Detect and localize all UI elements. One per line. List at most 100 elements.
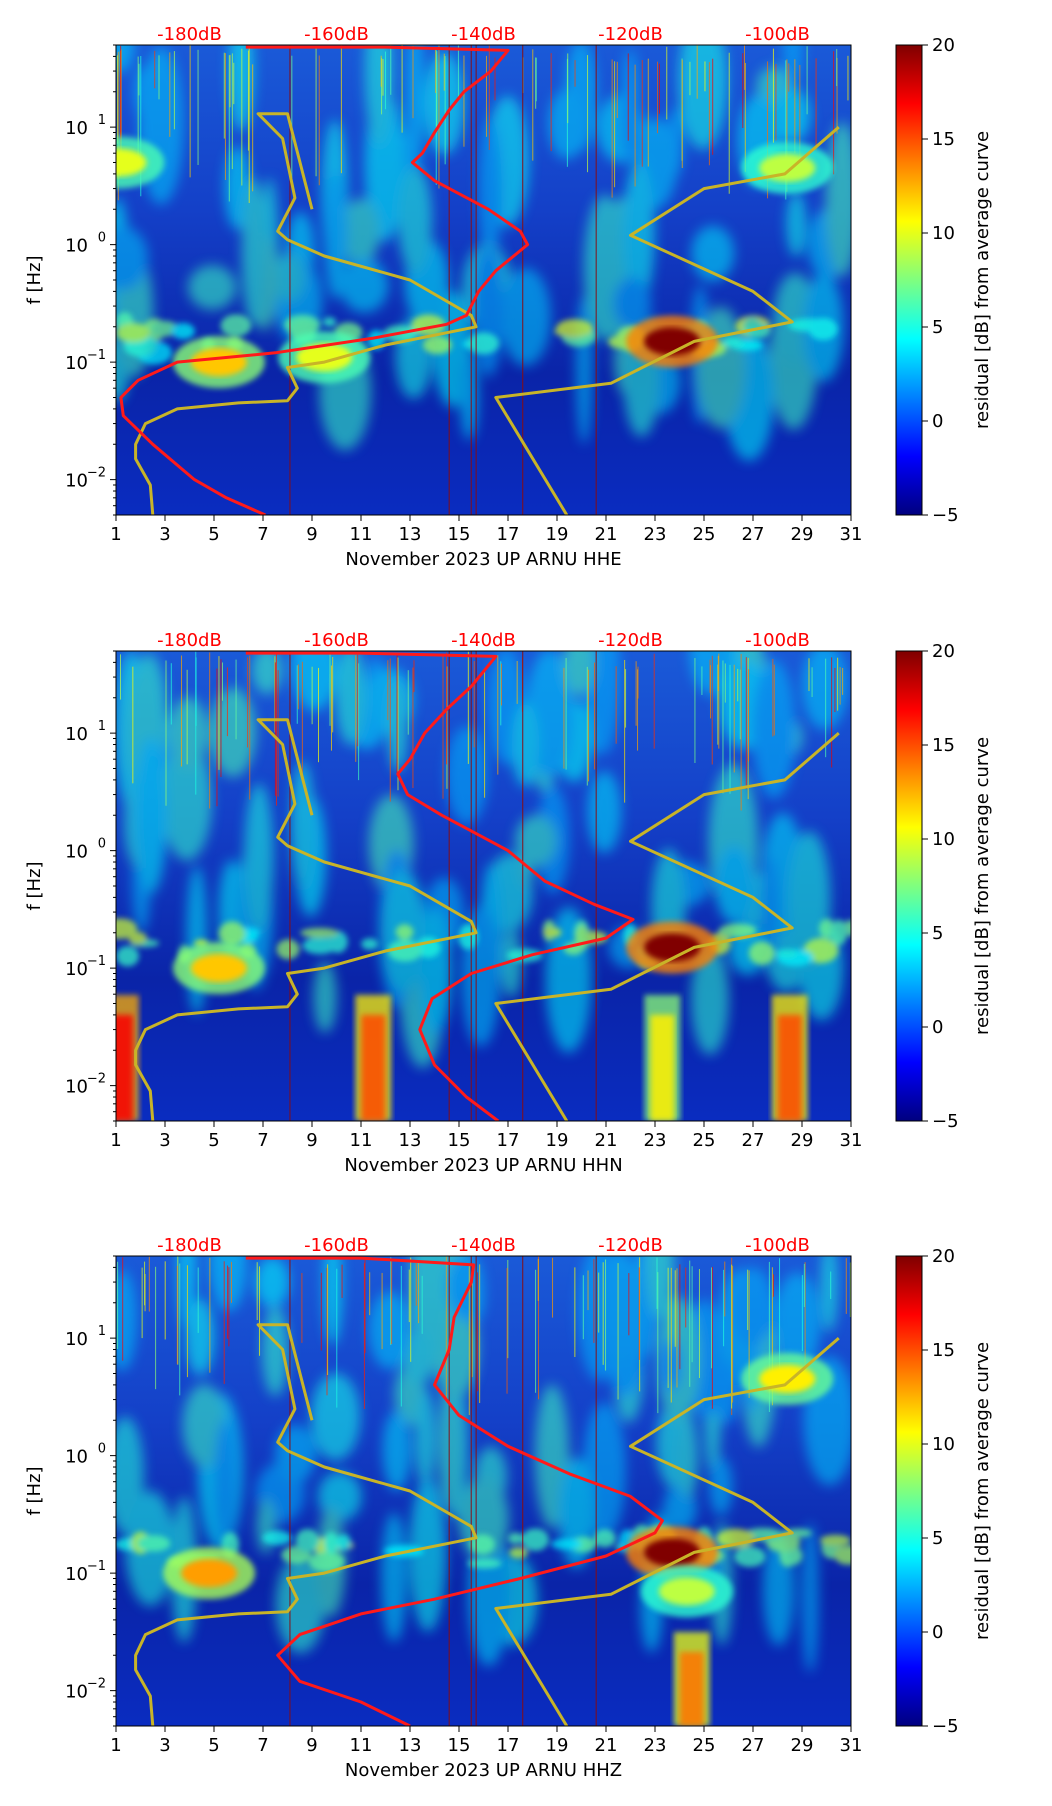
hot-region bbox=[679, 1652, 704, 1726]
texture-blob bbox=[364, 45, 394, 146]
band-blob bbox=[422, 335, 452, 355]
x-tick-label: 23 bbox=[644, 1735, 667, 1756]
hot-region bbox=[361, 1014, 386, 1121]
y-tick-label: 10 bbox=[65, 1077, 88, 1098]
hot-region bbox=[658, 1577, 715, 1606]
db-scale-label: -100dB bbox=[745, 630, 810, 651]
band-blob bbox=[509, 1547, 528, 1559]
x-tick-label: 25 bbox=[693, 1130, 716, 1151]
x-tick-label: 11 bbox=[350, 524, 373, 545]
texture-blob bbox=[459, 350, 479, 441]
x-tick-label: 17 bbox=[497, 1735, 520, 1756]
db-scale-label: -140dB bbox=[451, 1235, 516, 1256]
y-tick-exponent: −2 bbox=[87, 466, 106, 481]
db-scale-label: -180dB bbox=[157, 630, 222, 651]
texture-blob bbox=[501, 929, 522, 998]
y-tick-exponent: 0 bbox=[98, 1442, 106, 1457]
band-blob bbox=[467, 332, 500, 355]
x-tick-label: 13 bbox=[399, 1130, 422, 1151]
band-blob bbox=[116, 945, 140, 967]
x-tick-label: 5 bbox=[208, 524, 219, 545]
db-scale-label: -180dB bbox=[157, 1235, 222, 1256]
colorbar-tick-label: 20 bbox=[932, 35, 955, 56]
band-blob bbox=[467, 1558, 502, 1569]
hot-region bbox=[190, 348, 247, 377]
texture-blob bbox=[273, 252, 305, 303]
colorbar-label: residual [dB] from average curve bbox=[972, 737, 993, 1035]
band-blob bbox=[734, 1546, 766, 1568]
db-scale-label: -160dB bbox=[304, 24, 369, 45]
noise-model-curve-left bbox=[134, 718, 478, 1121]
y-tick-exponent: 1 bbox=[98, 113, 106, 128]
band-blob bbox=[276, 939, 300, 960]
texture-blob bbox=[446, 1256, 484, 1321]
x-tick-label: 1 bbox=[110, 1735, 121, 1756]
texture-blob bbox=[782, 45, 804, 90]
hot-region bbox=[650, 1014, 675, 1121]
x-tick-label: 31 bbox=[840, 1130, 863, 1151]
x-tick-label: 27 bbox=[742, 524, 765, 545]
texture-blob bbox=[256, 1498, 276, 1554]
db-scale-label: -120dB bbox=[598, 630, 663, 651]
db-scale-label: -160dB bbox=[304, 1235, 369, 1256]
texture-blob bbox=[774, 1272, 821, 1375]
texture-blob bbox=[209, 1256, 247, 1312]
y-tick-label: 10 bbox=[65, 1564, 88, 1585]
band-blob bbox=[819, 1534, 851, 1546]
x-tick-label: 29 bbox=[791, 1735, 814, 1756]
x-tick-label: 27 bbox=[742, 1130, 765, 1151]
y-tick-label: 10 bbox=[65, 236, 88, 257]
y-tick-exponent: −2 bbox=[87, 1072, 106, 1087]
hot-regions bbox=[163, 1352, 834, 1726]
x-tick-label: 27 bbox=[742, 1735, 765, 1756]
colorbar-tick-label: 20 bbox=[932, 641, 955, 662]
hot-region bbox=[644, 933, 701, 962]
band-blob bbox=[308, 1551, 345, 1572]
texture-blob bbox=[405, 45, 425, 179]
x-tick-label: 19 bbox=[546, 1130, 569, 1151]
texture-blob bbox=[341, 198, 380, 267]
y-tick-label: 10 bbox=[65, 1447, 88, 1468]
hot-region bbox=[777, 1014, 802, 1121]
x-tick-label: 19 bbox=[546, 524, 569, 545]
db-scale-label: -100dB bbox=[745, 1235, 810, 1256]
colorbar-tick-label: 10 bbox=[932, 829, 955, 850]
y-tick-label: 10 bbox=[65, 1329, 88, 1350]
x-tick-label: 1 bbox=[110, 524, 121, 545]
texture-blob bbox=[478, 119, 502, 269]
x-tick-label: 21 bbox=[595, 1130, 618, 1151]
texture-blob bbox=[162, 741, 212, 861]
colorbar-tick-label: 15 bbox=[932, 129, 955, 150]
noise-model-curve-left bbox=[134, 112, 478, 515]
band-blob bbox=[508, 1532, 524, 1545]
texture-blob bbox=[291, 651, 338, 711]
texture-blob bbox=[116, 226, 148, 290]
average-psd-curve bbox=[245, 1256, 664, 1726]
texture-blob bbox=[646, 1256, 675, 1319]
texture-blob bbox=[244, 783, 274, 932]
band-blob bbox=[137, 1535, 171, 1552]
colorbar-tick-label: 5 bbox=[932, 923, 943, 944]
x-tick-label: 23 bbox=[644, 524, 667, 545]
texture-blob bbox=[820, 1256, 838, 1333]
band-blob bbox=[556, 319, 594, 338]
texture-blob bbox=[787, 831, 831, 970]
colorbar-tick-label: 20 bbox=[932, 1246, 955, 1267]
band-blob bbox=[808, 317, 838, 341]
texture-blob bbox=[445, 725, 488, 825]
band-blob bbox=[171, 323, 195, 340]
colorbar-tick-label: 10 bbox=[932, 223, 955, 244]
noise-model-curve-right bbox=[494, 1336, 840, 1726]
x-tick-label: 1 bbox=[110, 1130, 121, 1151]
x-tick-label: 29 bbox=[791, 524, 814, 545]
colorbar bbox=[895, 1255, 923, 1727]
db-scale-label: -140dB bbox=[451, 24, 516, 45]
x-tick-label: 5 bbox=[208, 1735, 219, 1756]
x-tick-label: 25 bbox=[693, 1735, 716, 1756]
colorbar-tick-label: 0 bbox=[932, 1017, 943, 1038]
texture-blob bbox=[116, 45, 135, 73]
band-blob bbox=[262, 1530, 292, 1545]
